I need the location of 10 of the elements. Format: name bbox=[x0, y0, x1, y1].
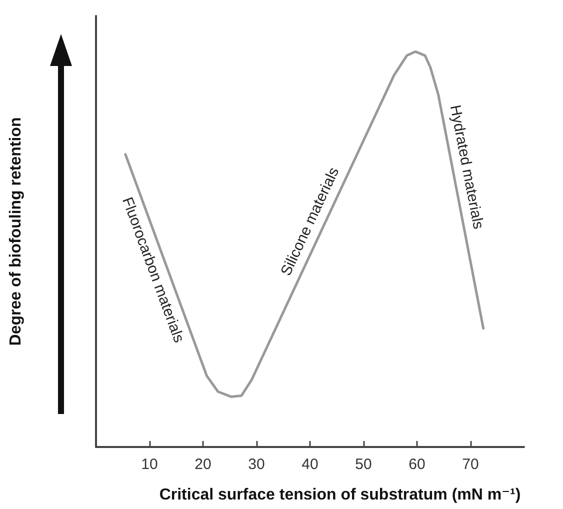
x-tick-label: 60 bbox=[408, 456, 426, 473]
x-tick-label: 20 bbox=[194, 456, 212, 473]
x-tick-label: 10 bbox=[141, 456, 158, 473]
x-tick-label: 30 bbox=[248, 456, 265, 473]
x-tick-label: 40 bbox=[302, 456, 318, 473]
x-tick-label: 70 bbox=[462, 456, 479, 473]
x-tick-label: 50 bbox=[355, 456, 372, 473]
annotation: Hydrated materials bbox=[446, 104, 487, 231]
y-axis-title: Degree of biofouling retention bbox=[8, 117, 24, 346]
x-axis-title: Critical surface tension of substratum (mN m⁻¹) bbox=[159, 486, 521, 504]
